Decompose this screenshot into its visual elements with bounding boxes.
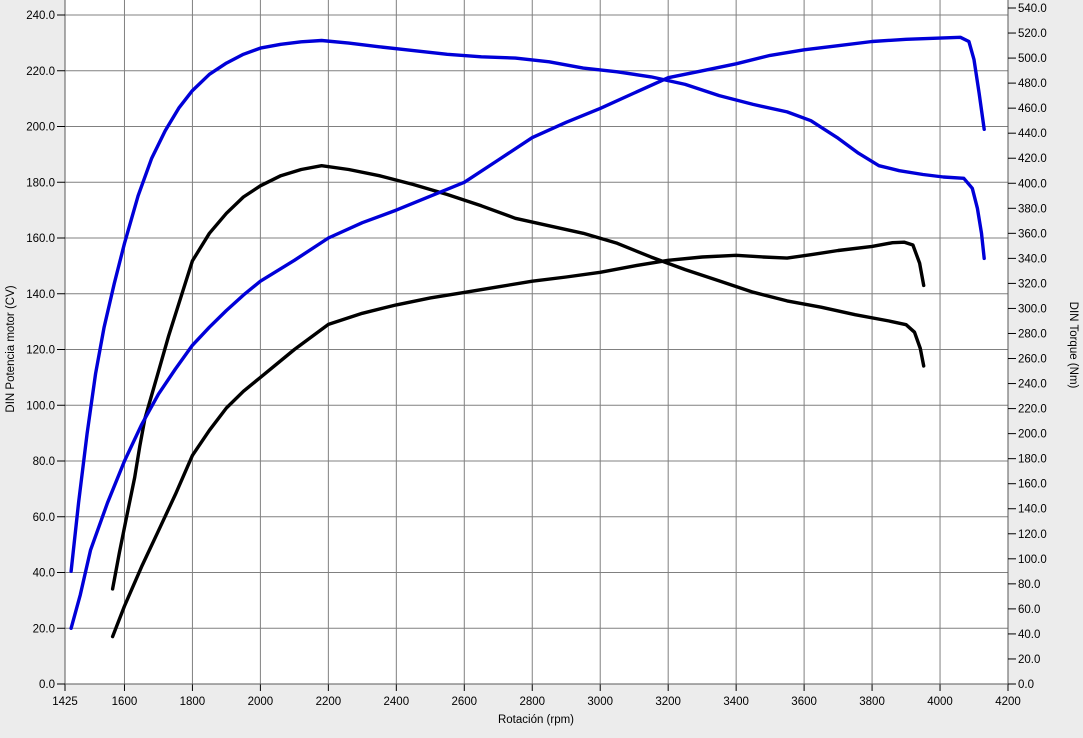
right-tick-label: 400.0 — [1018, 178, 1047, 190]
right-tick-label: 260.0 — [1018, 354, 1047, 366]
x-tick-label: 3200 — [655, 696, 681, 708]
right-tick-label: 300.0 — [1018, 303, 1047, 315]
plot-area — [65, 0, 1008, 684]
x-tick-label: 3000 — [587, 696, 613, 708]
x-tick-label: 2200 — [316, 696, 342, 708]
left-tick-label: 240.0 — [26, 10, 55, 22]
right-tick-label: 140.0 — [1018, 504, 1047, 516]
left-axis-title: DIN Potencia motor (CV) — [5, 285, 17, 412]
x-tick-label: 1425 — [52, 696, 78, 708]
axis-tick-labels: 0.0 20.0 40.0 60.0 80.0 100.0 120.0 140.0 160.0 1… — [26, 3, 1047, 708]
curves — [69, 35, 986, 639]
right-tick-label: 540.0 — [1018, 3, 1047, 15]
right-tick-label: 100.0 — [1018, 554, 1047, 566]
x-tick-label: 2600 — [451, 696, 477, 708]
x-tick-label: 2400 — [384, 696, 410, 708]
x-tick-label: 4200 — [995, 696, 1021, 708]
left-tick-label: 220.0 — [26, 66, 55, 78]
x-tick-label: 1800 — [180, 696, 206, 708]
right-tick-label: 0.0 — [1018, 679, 1034, 691]
x-tick-label: 4000 — [927, 696, 953, 708]
left-tick-label: 180.0 — [26, 177, 55, 189]
left-tick-label: 80.0 — [33, 456, 55, 468]
curve-power-stock — [110, 240, 926, 639]
curve-torque-stock — [110, 164, 926, 591]
x-tick-label: 1600 — [112, 696, 138, 708]
right-tick-label: 480.0 — [1018, 78, 1047, 90]
right-tick-label: 460.0 — [1018, 103, 1047, 115]
right-tick-label: 40.0 — [1018, 629, 1040, 641]
right-tick-label: 500.0 — [1018, 53, 1047, 65]
right-tick-label: 280.0 — [1018, 328, 1047, 340]
right-axis-title: DIN Torque (Nm) — [1067, 302, 1079, 389]
right-tick-label: 340.0 — [1018, 253, 1047, 265]
left-tick-label: 140.0 — [26, 289, 55, 301]
x-tick-label: 3600 — [791, 696, 817, 708]
right-tick-label: 80.0 — [1018, 579, 1040, 591]
x-tick-label: 2000 — [248, 696, 274, 708]
right-tick-label: 240.0 — [1018, 379, 1047, 391]
x-tick-label: 3800 — [859, 696, 885, 708]
right-tick-label: 320.0 — [1018, 278, 1047, 290]
right-tick-label: 180.0 — [1018, 454, 1047, 466]
left-tick-label: 0.0 — [39, 679, 55, 691]
gridlines — [65, 0, 1009, 684]
left-tick-label: 60.0 — [33, 512, 55, 524]
right-tick-label: 380.0 — [1018, 203, 1047, 215]
right-tick-label: 120.0 — [1018, 529, 1047, 541]
axis-ticks — [57, 7, 1016, 691]
curve-power-tuned — [69, 35, 986, 630]
right-tick-label: 200.0 — [1018, 429, 1047, 441]
right-tick-label: 220.0 — [1018, 404, 1047, 416]
left-tick-label: 200.0 — [26, 122, 55, 134]
left-tick-label: 100.0 — [26, 400, 55, 412]
curve-torque-tuned — [69, 38, 986, 573]
left-tick-label: 40.0 — [33, 568, 55, 580]
right-tick-label: 20.0 — [1018, 654, 1040, 666]
right-tick-label: 60.0 — [1018, 604, 1040, 616]
x-tick-label: 2800 — [519, 696, 545, 708]
left-tick-label: 120.0 — [26, 345, 55, 357]
right-tick-label: 440.0 — [1018, 128, 1047, 140]
right-tick-label: 160.0 — [1018, 479, 1047, 491]
right-tick-label: 360.0 — [1018, 228, 1047, 240]
left-tick-label: 160.0 — [26, 233, 55, 245]
x-axis-title: Rotación (rpm) — [498, 714, 574, 726]
left-tick-label: 20.0 — [33, 623, 55, 635]
right-tick-label: 420.0 — [1018, 153, 1047, 165]
right-tick-label: 520.0 — [1018, 28, 1047, 40]
x-tick-label: 3400 — [723, 696, 749, 708]
